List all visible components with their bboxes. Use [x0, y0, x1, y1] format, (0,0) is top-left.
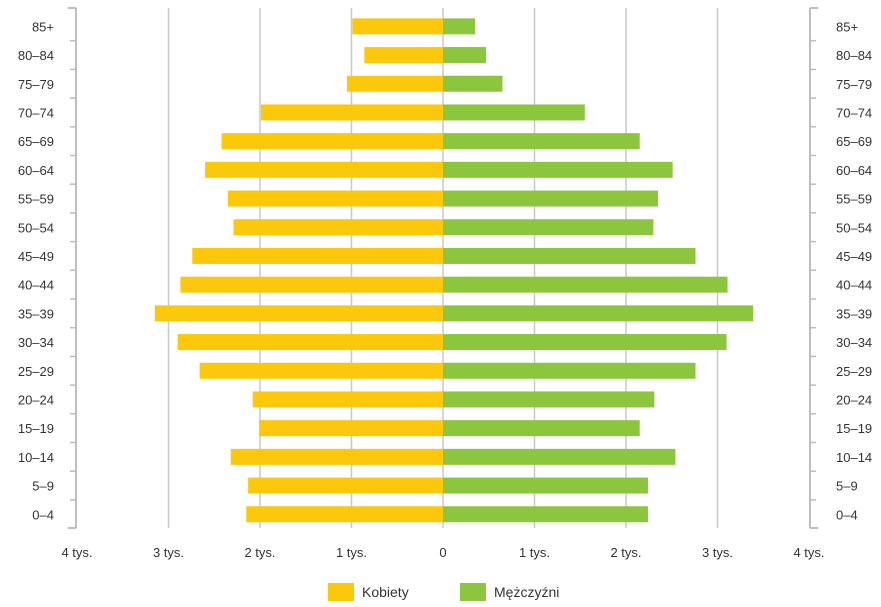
x-tick-label: 3 tys. [153, 545, 184, 560]
bar-men [443, 334, 727, 351]
bar-men [443, 18, 476, 35]
bar-men [443, 104, 585, 121]
bar-men [443, 247, 696, 264]
category-label-left: 15–19 [18, 421, 54, 436]
category-label-right: 45–49 [836, 249, 872, 264]
x-tick-label: 1 tys. [336, 545, 367, 560]
bar-men [443, 506, 648, 523]
bar-women [199, 362, 443, 379]
category-label-left: 65–69 [18, 134, 54, 149]
category-label-left: 10–14 [18, 450, 54, 465]
legend-label-women: Kobiety [362, 584, 409, 600]
axes [68, 7, 818, 529]
legend-item-women: Kobiety [328, 583, 409, 601]
category-label-right: 70–74 [836, 105, 872, 120]
bar-men [443, 305, 754, 322]
x-tick-label: 4 tys. [793, 545, 824, 560]
category-label-right: 85+ [836, 19, 858, 34]
category-label-left: 30–34 [18, 335, 54, 350]
bar-women [221, 133, 443, 150]
bar-women [205, 161, 443, 178]
bar-women [177, 334, 443, 351]
category-label-left: 70–74 [18, 105, 54, 120]
category-label-right: 5–9 [836, 479, 858, 494]
bar-women [352, 18, 443, 35]
bar-men [443, 190, 659, 207]
x-tick-label: 1 tys. [519, 545, 550, 560]
bar-women [154, 305, 443, 322]
category-label-right: 35–39 [836, 306, 872, 321]
bar-men [443, 391, 655, 408]
category-label-left: 5–9 [32, 479, 54, 494]
category-label-left: 0–4 [32, 507, 54, 522]
category-label-left: 20–24 [18, 392, 54, 407]
category-label-left: 25–29 [18, 364, 54, 379]
x-tick-label: 2 tys. [244, 545, 275, 560]
category-label-right: 40–44 [836, 278, 872, 293]
bar-men [443, 47, 487, 64]
bar-women [192, 247, 443, 264]
category-label-left: 35–39 [18, 306, 54, 321]
bar-men [443, 219, 654, 236]
category-label-left: 50–54 [18, 220, 54, 235]
bar-women [248, 477, 443, 494]
bar-men [443, 477, 648, 494]
bar-women [227, 190, 443, 207]
legend-swatch-women [328, 583, 354, 601]
category-label-right: 10–14 [836, 450, 872, 465]
x-tick-label: 2 tys. [610, 545, 641, 560]
legend-swatch-men [460, 583, 486, 601]
bar-women [246, 506, 443, 523]
bar-women [259, 420, 443, 437]
category-label-right: 0–4 [836, 507, 858, 522]
legend-item-men: Mężczyźni [460, 583, 559, 601]
category-label-left: 80–84 [18, 48, 54, 63]
category-label-right: 15–19 [836, 421, 872, 436]
category-label-right: 65–69 [836, 134, 872, 149]
tick-labels: 85+ 85+ 80–84 80–84 75–79 75–79 70–74 70–74 65–6… [18, 19, 872, 560]
category-label-left: 40–44 [18, 278, 54, 293]
bar-women [260, 104, 443, 121]
category-label-right: 60–64 [836, 163, 872, 178]
x-tick-label: 3 tys. [702, 545, 733, 560]
bar-women [364, 47, 443, 64]
legend-label-men: Mężczyźni [494, 584, 560, 600]
x-tick-label: 4 tys. [61, 545, 92, 560]
bar-men [443, 362, 696, 379]
gridlines [167, 8, 719, 528]
bar-men [443, 75, 503, 92]
bar-men [443, 276, 728, 293]
bar-men [443, 161, 673, 178]
bar-women [346, 75, 443, 92]
category-label-right: 50–54 [836, 220, 872, 235]
category-label-left: 55–59 [18, 192, 54, 207]
category-label-right: 75–79 [836, 77, 872, 92]
category-label-left: 75–79 [18, 77, 54, 92]
category-label-left: 45–49 [18, 249, 54, 264]
bar-women [180, 276, 443, 293]
category-label-left: 60–64 [18, 163, 54, 178]
bar-men [443, 448, 676, 465]
category-label-right: 30–34 [836, 335, 872, 350]
category-label-right: 80–84 [836, 48, 872, 63]
bar-men [443, 420, 640, 437]
bar-women [230, 448, 443, 465]
bar-men [443, 133, 640, 150]
bar-women [252, 391, 443, 408]
category-label-right: 55–59 [836, 192, 872, 207]
x-tick-label: 0 [439, 545, 446, 560]
category-label-right: 20–24 [836, 392, 872, 407]
category-label-left: 85+ [32, 19, 54, 34]
category-label-right: 25–29 [836, 364, 872, 379]
legend: Kobiety Mężczyźni [0, 583, 881, 607]
bar-women [233, 219, 443, 236]
bars [154, 18, 754, 523]
